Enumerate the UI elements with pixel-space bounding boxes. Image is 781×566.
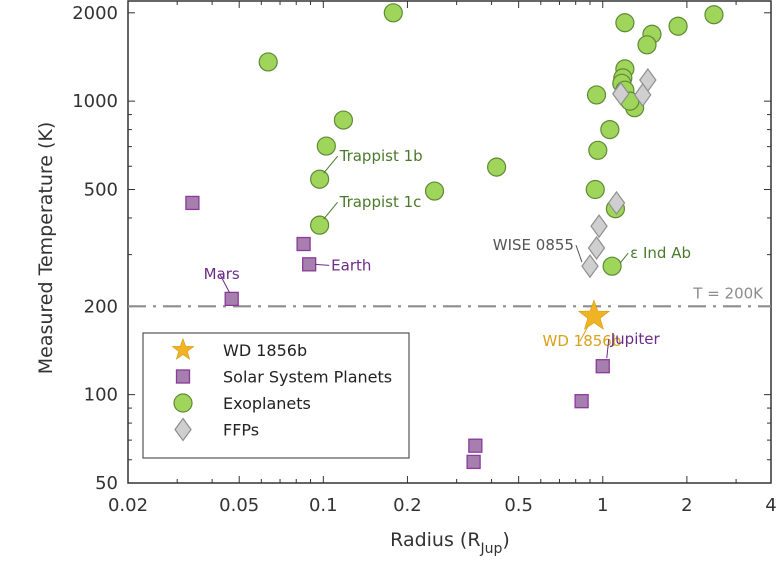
solar-system-planets-point [468, 438, 483, 453]
exoplanets-point [258, 52, 278, 72]
ffps-point [590, 214, 608, 239]
legend-marker-solar-system-planets [175, 369, 191, 384]
exoplanets-point [637, 35, 657, 55]
y-tick-label: 500 [84, 180, 118, 201]
solar-system-planets-point [224, 291, 239, 307]
x-tick-label: 0.5 [504, 495, 533, 516]
x-tick-label: 0.2 [393, 495, 422, 516]
ffps-point [581, 254, 599, 279]
legend-label-solar-system-planets: Solar System Planets [223, 368, 392, 387]
annotation-wd-1856b: WD 1856b [543, 332, 622, 350]
x-axis-label-close: ) [502, 529, 509, 551]
exoplanets-point [424, 181, 445, 201]
ffps-point [587, 235, 606, 261]
x-axis-label: Radius (RJup) [390, 529, 510, 557]
exoplanets-point [602, 256, 622, 276]
solar-system-planets-point [185, 195, 200, 211]
exoplanets-point [310, 169, 330, 189]
exoplanets-point [586, 85, 607, 105]
annotation-jupiter: Jupiter [610, 330, 661, 348]
exoplanets-point [704, 5, 724, 25]
annotation-earth: Earth [331, 256, 371, 274]
y-tick-label: 100 [84, 385, 118, 406]
exoplanets-point [316, 136, 336, 156]
x-axis-label-sub: Jup [480, 541, 503, 557]
wd-1856b-point [577, 299, 611, 330]
annotation-leader-ind-ab [619, 252, 629, 264]
solar-system-planets-point [296, 236, 311, 252]
legend-label-exoplanets: Exoplanets [223, 394, 311, 413]
exoplanets-point [333, 110, 354, 130]
annotation-wise-0855: WISE 0855 [493, 236, 574, 254]
y-tick-label: 200 [84, 296, 118, 317]
annotation-trappist-1c: Trappist 1c [339, 193, 422, 211]
y-axis-label: Measured Temperature (K) [35, 122, 57, 375]
annotation-leader-earth [315, 263, 330, 266]
ffps-point [607, 190, 626, 215]
annotation-mars: Mars [204, 265, 240, 283]
legend-label-wd-1856b: WD 1856b [223, 341, 307, 360]
y-tick-label: 2000 [72, 3, 118, 24]
annotation-trappist-1b: Trappist 1b [339, 147, 423, 165]
exoplanets-point [588, 140, 608, 160]
y-tick-label: 50 [95, 473, 118, 494]
x-tick-label: 1 [597, 495, 608, 516]
legend-marker-ffps [174, 417, 192, 442]
y-tick-label: 1000 [72, 91, 118, 112]
x-tick-label: 4 [765, 495, 776, 516]
solar-system-planets-point [466, 454, 481, 470]
x-tick-label: 0.02 [108, 495, 148, 516]
exoplanets-point [600, 119, 620, 140]
annotation-ind-ab: ε Ind Ab [630, 244, 691, 262]
annotation-leader-jupiter [606, 339, 610, 359]
exoplanets-point [585, 179, 605, 200]
x-tick-label: 0.1 [309, 495, 338, 516]
annotation-leader-wd-1856b [579, 325, 589, 342]
exoplanets-point [310, 215, 330, 235]
x-tick-label: 0.05 [219, 495, 259, 516]
exoplanets-point [668, 16, 688, 36]
solar-system-planets-point [574, 394, 589, 409]
x-axis-label-main: Radius (R [390, 529, 480, 551]
exoplanets-point [615, 13, 635, 33]
legend-marker-exoplanets [173, 393, 193, 413]
exoplanets-point [487, 157, 507, 177]
legend-marker-wd-1856b [171, 337, 195, 360]
annotation-leader-mars [219, 273, 231, 294]
ffps-point [633, 82, 652, 107]
annotation-leader-trappist-1b [323, 155, 339, 174]
solar-system-planets-point [302, 257, 317, 272]
solar-system-planets-point [595, 359, 610, 374]
annotation-leader-wise-0855 [575, 245, 583, 263]
exoplanets-point [383, 3, 403, 23]
x-tick-label: 2 [681, 495, 692, 516]
plot-frame [127, 0, 772, 484]
annotation-leader-trappist-1c [323, 201, 339, 220]
legend-label-ffps: FFPs [223, 421, 259, 440]
reference-line-label: T = 200K [692, 284, 764, 302]
ffps-point [612, 81, 630, 106]
